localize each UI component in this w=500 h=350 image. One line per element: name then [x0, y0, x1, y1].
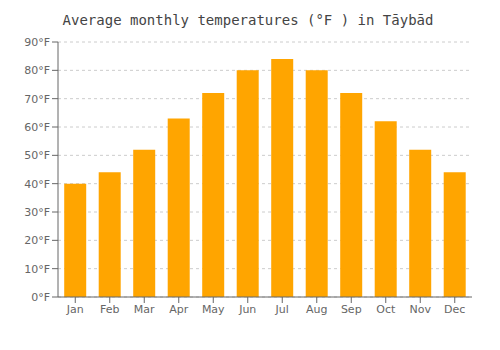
svg-text:Jul: Jul [275, 303, 289, 316]
svg-text:Nov: Nov [410, 303, 432, 316]
svg-text:20°F: 20°F [24, 234, 50, 247]
svg-text:70°F: 70°F [24, 93, 50, 106]
svg-text:50°F: 50°F [24, 149, 50, 162]
svg-text:40°F: 40°F [24, 178, 50, 191]
svg-text:30°F: 30°F [24, 206, 50, 219]
svg-text:Feb: Feb [100, 303, 119, 316]
svg-text:Dec: Dec [444, 303, 465, 316]
svg-text:Aug: Aug [306, 303, 327, 316]
svg-text:Jan: Jan [66, 303, 84, 316]
svg-text:Sep: Sep [341, 303, 362, 316]
svg-text:10°F: 10°F [24, 263, 50, 276]
svg-text:0°F: 0°F [31, 291, 50, 304]
html-text:Average monthly temperatures (: Average monthly temperatures (°F ) in Tā… [62, 12, 434, 28]
svg-text:80°F: 80°F [24, 64, 50, 77]
svg-text:Mar: Mar [134, 303, 155, 316]
svg-text:Oct: Oct [376, 303, 396, 316]
svg-text:Apr: Apr [169, 303, 189, 316]
svg-text:60°F: 60°F [24, 121, 50, 134]
svg-text:May: May [202, 303, 225, 316]
svg-text:Jun: Jun [238, 303, 256, 316]
svg-text:90°F: 90°F [24, 36, 50, 49]
